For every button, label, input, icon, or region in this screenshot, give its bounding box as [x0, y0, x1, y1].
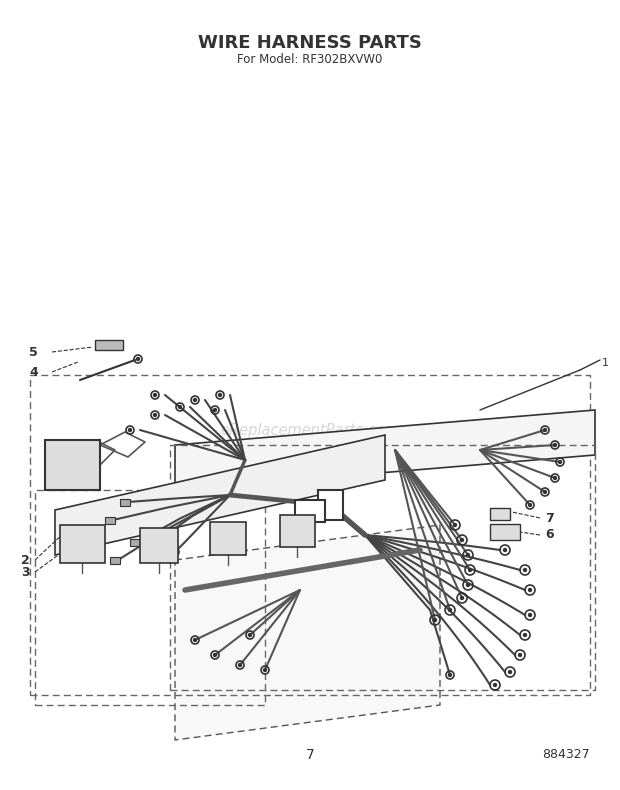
Bar: [318, 490, 343, 520]
Circle shape: [508, 671, 512, 674]
Bar: [120, 499, 130, 506]
Circle shape: [523, 634, 526, 637]
Circle shape: [528, 614, 531, 616]
Bar: [110, 557, 120, 564]
Text: 3: 3: [21, 566, 30, 578]
Circle shape: [193, 638, 197, 641]
Bar: [105, 517, 115, 524]
Text: 2: 2: [21, 554, 30, 566]
Circle shape: [528, 589, 531, 592]
Circle shape: [503, 548, 507, 551]
Bar: [155, 534, 165, 541]
Bar: [140, 528, 178, 563]
Text: 7: 7: [545, 511, 554, 525]
Circle shape: [518, 653, 521, 656]
Bar: [280, 515, 315, 547]
Circle shape: [213, 408, 216, 412]
Circle shape: [453, 524, 456, 526]
Circle shape: [554, 443, 557, 446]
Polygon shape: [175, 525, 440, 740]
Circle shape: [179, 405, 182, 408]
Circle shape: [466, 584, 469, 586]
Bar: [490, 524, 520, 540]
Circle shape: [218, 393, 221, 397]
Polygon shape: [55, 435, 385, 555]
Circle shape: [469, 569, 471, 571]
Bar: [95, 340, 123, 350]
Circle shape: [466, 554, 469, 556]
Polygon shape: [175, 410, 595, 490]
Bar: [130, 539, 140, 546]
Bar: [45, 440, 100, 490]
Circle shape: [494, 683, 497, 687]
Text: WIRE HARNESS PARTS: WIRE HARNESS PARTS: [198, 35, 422, 52]
Text: 884327: 884327: [542, 748, 590, 762]
Circle shape: [523, 569, 526, 571]
Circle shape: [461, 539, 464, 541]
Bar: [60, 525, 105, 563]
Circle shape: [433, 619, 436, 622]
Text: 7: 7: [306, 748, 314, 762]
Circle shape: [213, 653, 216, 656]
Bar: [210, 522, 246, 555]
Circle shape: [528, 503, 531, 506]
Circle shape: [128, 428, 131, 431]
Circle shape: [264, 668, 267, 672]
Text: 6: 6: [545, 529, 554, 541]
Circle shape: [559, 461, 562, 464]
Circle shape: [544, 428, 546, 431]
Circle shape: [154, 393, 156, 397]
Circle shape: [239, 664, 242, 667]
Circle shape: [193, 398, 197, 401]
Circle shape: [448, 674, 451, 676]
Text: 5: 5: [29, 345, 38, 359]
Circle shape: [174, 551, 177, 554]
Circle shape: [448, 608, 451, 611]
Circle shape: [136, 358, 140, 360]
Circle shape: [554, 476, 557, 480]
Text: For Model: RF302BXVW0: For Model: RF302BXVW0: [237, 53, 383, 66]
Circle shape: [461, 596, 464, 600]
Bar: [490, 508, 510, 520]
Bar: [295, 500, 325, 522]
Text: eReplacementParts.com: eReplacementParts.com: [221, 423, 399, 438]
Circle shape: [544, 491, 546, 494]
Circle shape: [249, 634, 252, 637]
Text: 1: 1: [602, 358, 609, 368]
Circle shape: [154, 413, 156, 416]
Text: 4: 4: [29, 366, 38, 378]
